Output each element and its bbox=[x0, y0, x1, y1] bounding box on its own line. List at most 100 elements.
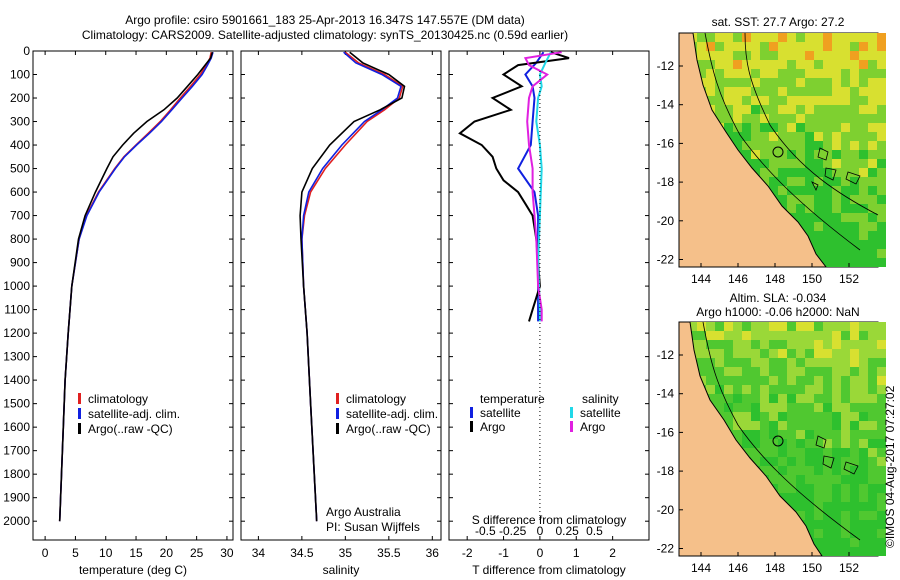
map-cell bbox=[733, 141, 742, 150]
ytick-label: 1500 bbox=[3, 397, 30, 411]
map-cell bbox=[697, 349, 706, 358]
map-cell bbox=[832, 322, 841, 331]
map-cell bbox=[769, 141, 778, 150]
map-cell bbox=[868, 439, 877, 448]
map-cell bbox=[823, 484, 832, 493]
map-cell bbox=[814, 340, 823, 349]
map-cell bbox=[823, 159, 832, 168]
map-cell bbox=[778, 430, 787, 439]
map-cell bbox=[805, 367, 814, 376]
map-cell bbox=[832, 258, 841, 267]
map-cell bbox=[877, 475, 886, 484]
legend-swatch bbox=[78, 408, 81, 419]
map-cell bbox=[859, 529, 868, 538]
map-cell bbox=[868, 430, 877, 439]
map-cell bbox=[832, 132, 841, 141]
map-cell bbox=[850, 240, 859, 249]
map-cell bbox=[742, 430, 751, 439]
map-cell bbox=[733, 60, 742, 69]
map-cell bbox=[814, 51, 823, 60]
map-cell bbox=[760, 69, 769, 78]
map-cell bbox=[715, 331, 724, 340]
map-cell bbox=[778, 457, 787, 466]
map-cell bbox=[832, 69, 841, 78]
map-cell bbox=[868, 213, 877, 222]
ytick-label: 600 bbox=[10, 185, 30, 199]
map-cell bbox=[832, 457, 841, 466]
map-cell bbox=[778, 123, 787, 132]
map-cell bbox=[769, 457, 778, 466]
map-cell bbox=[805, 141, 814, 150]
map-cell bbox=[715, 322, 724, 331]
map-cell bbox=[877, 258, 886, 267]
map-cell bbox=[778, 412, 787, 421]
map-cell bbox=[823, 96, 832, 105]
xtick-label: 25 bbox=[190, 546, 204, 560]
map-cell bbox=[697, 340, 706, 349]
map-cell bbox=[796, 502, 805, 511]
map-cell bbox=[787, 331, 796, 340]
map-cell bbox=[832, 96, 841, 105]
map-cell bbox=[769, 123, 778, 132]
map-cell bbox=[832, 141, 841, 150]
map-cell bbox=[724, 412, 733, 421]
map-cell bbox=[877, 222, 886, 231]
map-cell bbox=[715, 349, 724, 358]
map-cell bbox=[760, 159, 769, 168]
map-cell bbox=[823, 87, 832, 96]
map-cell bbox=[796, 475, 805, 484]
map-cell bbox=[841, 322, 850, 331]
map-cell bbox=[868, 331, 877, 340]
map-cell bbox=[778, 475, 787, 484]
sst-isobath bbox=[704, 32, 861, 251]
map-cell bbox=[877, 240, 886, 249]
map-cell bbox=[868, 78, 877, 87]
map-cell bbox=[805, 105, 814, 114]
map-cell bbox=[760, 141, 769, 150]
map-cell bbox=[688, 322, 697, 331]
map-cell bbox=[769, 385, 778, 394]
map-cell bbox=[796, 457, 805, 466]
map-cell bbox=[832, 78, 841, 87]
map-cell bbox=[814, 493, 823, 502]
map-cell bbox=[778, 493, 787, 502]
map-cell bbox=[787, 322, 796, 331]
map-cell bbox=[868, 105, 877, 114]
map-cell bbox=[859, 457, 868, 466]
map-cell bbox=[751, 394, 760, 403]
map-cell bbox=[760, 331, 769, 340]
map-cell bbox=[823, 240, 832, 249]
map-cell bbox=[814, 457, 823, 466]
map-cell bbox=[742, 33, 751, 42]
map-cell bbox=[697, 51, 706, 60]
map-cell bbox=[814, 448, 823, 457]
map-cell bbox=[706, 51, 715, 60]
map-cell bbox=[859, 430, 868, 439]
map-cell bbox=[841, 430, 850, 439]
map-cell bbox=[823, 168, 832, 177]
map-cell bbox=[778, 132, 787, 141]
map-cell bbox=[850, 520, 859, 529]
sla-isobath bbox=[702, 321, 861, 541]
map-cell bbox=[805, 78, 814, 87]
map-cell bbox=[787, 33, 796, 42]
xtick-label: 35 bbox=[339, 546, 353, 560]
map-cell bbox=[724, 87, 733, 96]
map-cell bbox=[832, 529, 841, 538]
map-cell bbox=[805, 511, 814, 520]
map-cell bbox=[814, 502, 823, 511]
map-cell bbox=[787, 186, 796, 195]
map-cell bbox=[841, 123, 850, 132]
legend-label: Argo(..raw -QC) bbox=[88, 422, 173, 436]
legend-swatch bbox=[336, 408, 339, 419]
map-cell bbox=[841, 159, 850, 168]
map-cell bbox=[814, 204, 823, 213]
map-cell bbox=[832, 358, 841, 367]
map-cell bbox=[787, 69, 796, 78]
map-cell bbox=[832, 547, 841, 556]
ytick-label: 1000 bbox=[3, 279, 30, 293]
map-cell bbox=[859, 42, 868, 51]
difference-panel-frame bbox=[448, 50, 650, 541]
map-cell bbox=[796, 105, 805, 114]
map-cell bbox=[796, 123, 805, 132]
